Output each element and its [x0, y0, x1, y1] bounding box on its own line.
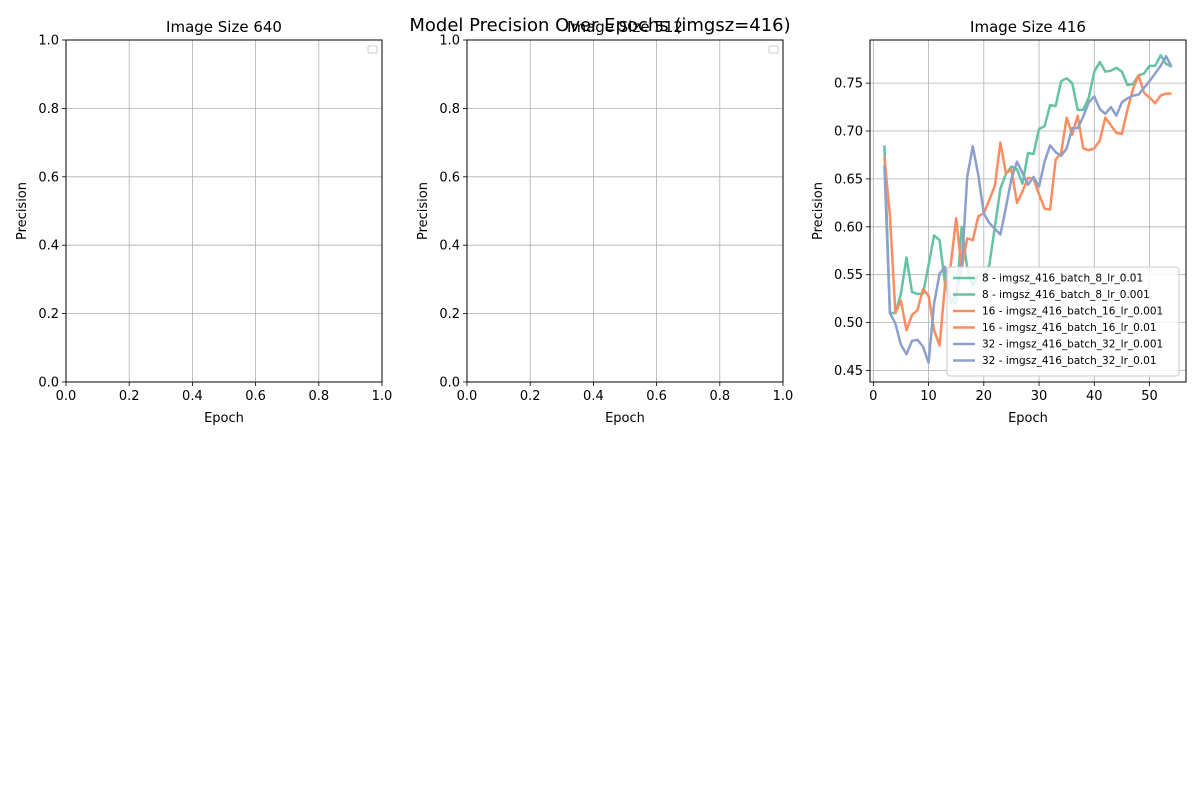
y-tick-label: 0.6: [439, 170, 460, 185]
y-tick-label: 0.8: [38, 102, 59, 117]
subplot-title: Image Size 640: [166, 18, 282, 36]
legend-empty-box: [367, 45, 378, 54]
y-axis-label: Precision: [15, 182, 30, 240]
x-axis-label: Epoch: [1008, 411, 1048, 426]
legend: 8 - imgsz_416_batch_8_lr_0.01 8 - imgsz_4…: [946, 266, 1180, 377]
y-tick-label: 0.2: [38, 307, 59, 322]
legend-entry-label: 16 - imgsz_416_batch_16_lr_0.01: [982, 322, 1157, 334]
axes-layer: 0.0 0.2 0.4 0.6 0.8 1.0 0.0 0.2 0.4 0.6 0.8 1.0 Epoc…: [15, 18, 1187, 426]
y-axis-label: Precision: [811, 182, 826, 240]
y-tick-label: 0.4: [38, 239, 59, 254]
series-line-5: [883, 55, 1173, 365]
x-tick-label: 0.8: [709, 389, 730, 404]
y-tick-label: 0.65: [834, 172, 863, 187]
y-tick-label: 0.75: [834, 77, 863, 92]
x-tick-label: 30: [1031, 389, 1048, 404]
y-axis-label: Precision: [416, 182, 431, 240]
x-tick-label: 0: [869, 389, 877, 404]
y-tick-label: 0.60: [834, 220, 863, 235]
legend-entry-label: 16 - imgsz_416_batch_16_lr_0.001: [982, 306, 1163, 318]
subplot-title: Image Size 416: [970, 18, 1086, 36]
x-tick-label: 0.2: [520, 389, 541, 404]
subplot-2: 0.0 0.2 0.4 0.6 0.8 1.0 0.0 0.2 0.4 0.6 0.8 1.0 Epoc…: [416, 18, 793, 426]
x-tick-label: 0.4: [182, 389, 203, 404]
x-tick-label: 0.2: [119, 389, 140, 404]
y-tick-label: 0.45: [834, 364, 863, 379]
x-tick-label: 0.0: [457, 389, 478, 404]
legend-entry-label: 32 - imgsz_416_batch_32_lr_0.001: [982, 339, 1163, 351]
x-tick-label: 1.0: [773, 389, 794, 404]
y-tick-label: 0.70: [834, 125, 863, 140]
x-tick-label: 0.0: [56, 389, 77, 404]
subplot-3: 0 10 20 30 40 50 0.45 0.50 0.55 0.60 0.65 0.70 0.75 E…: [811, 18, 1187, 426]
figure-suptitle: Model Precision Over Epochs (imgsz=416): [409, 15, 790, 36]
y-tick-label: 0.6: [38, 170, 59, 185]
legend-box: [946, 266, 1180, 377]
legend-entry-label: 8 - imgsz_416_batch_8_lr_0.001: [982, 289, 1150, 301]
axes-frame: [466, 39, 784, 383]
x-tick-label: 1.0: [372, 389, 393, 404]
y-tick-label: 1.0: [38, 34, 59, 49]
y-tick-label: 0.8: [439, 102, 460, 117]
legend-empty-box: [768, 45, 779, 54]
x-tick-label: 0.6: [245, 389, 266, 404]
axes-frame: [869, 39, 1187, 383]
y-tick-label: 1.0: [439, 34, 460, 49]
axes-frame: [65, 39, 383, 383]
x-tick-label: 10: [920, 389, 937, 404]
legend-entry-label: 32 - imgsz_416_batch_32_lr_0.01: [982, 355, 1157, 367]
x-tick-label: 50: [1141, 389, 1158, 404]
y-tick-label: 0.4: [439, 239, 460, 254]
x-axis-label: Epoch: [605, 411, 645, 426]
subplot-title: Image Size 512: [567, 18, 683, 36]
x-tick-label: 0.4: [583, 389, 604, 404]
y-tick-label: 0.55: [834, 268, 863, 283]
y-tick-label: 0.0: [439, 376, 460, 391]
y-tick-label: 0.0: [38, 376, 59, 391]
subplot-1: 0.0 0.2 0.4 0.6 0.8 1.0 0.0 0.2 0.4 0.6 0.8 1.0 Epoc…: [15, 18, 392, 426]
x-tick-label: 20: [976, 389, 993, 404]
x-tick-label: 40: [1086, 389, 1103, 404]
series-line-1: [883, 54, 1173, 315]
y-tick-label: 0.2: [439, 307, 460, 322]
x-tick-label: 0.6: [646, 389, 667, 404]
y-tick-label: 0.50: [834, 316, 863, 331]
x-axis-label: Epoch: [204, 411, 244, 426]
x-tick-label: 0.8: [308, 389, 329, 404]
legend-entry-label: 8 - imgsz_416_batch_8_lr_0.01: [982, 273, 1143, 285]
